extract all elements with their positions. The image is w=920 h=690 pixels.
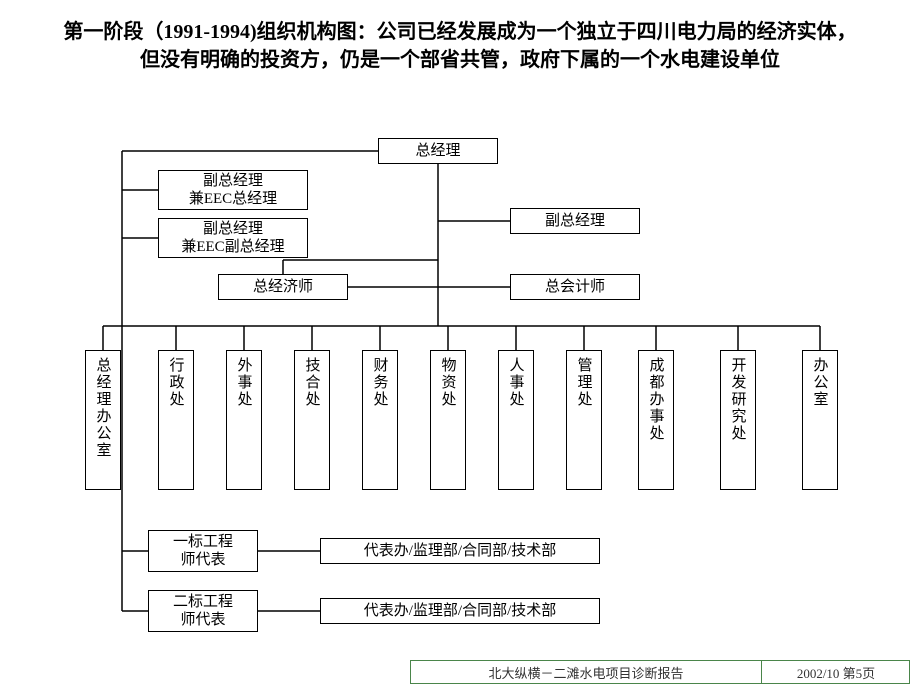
dept-box: 财务处: [362, 350, 398, 490]
dept-box: 外事处: [226, 350, 262, 490]
dept-box: 管理处: [566, 350, 602, 490]
dept-label: 技合处: [302, 357, 323, 408]
dept-box: 成都办事处: [638, 350, 674, 490]
node-acct: 总会计师: [510, 274, 640, 300]
footer-source: 北大纵横－二滩水电项目诊断报告: [411, 663, 761, 682]
dept-label: 成都办事处: [646, 357, 667, 442]
node-vgm: 副总经理: [510, 208, 640, 234]
dept-label: 总经理办公室: [93, 357, 114, 459]
node-eng2: 二标工程 师代表: [148, 590, 258, 632]
dept-box: 行政处: [158, 350, 194, 490]
dept-label: 管理处: [574, 357, 595, 408]
org-chart-lines: [0, 0, 920, 690]
dept-box: 办公室: [802, 350, 838, 490]
dept-box: 总经理办公室: [85, 350, 121, 490]
dept-box: 物资处: [430, 350, 466, 490]
dept-label: 外事处: [234, 357, 255, 408]
dept-box: 开发研究处: [720, 350, 756, 490]
dept-label: 行政处: [166, 357, 187, 408]
footer-page: 2002/10 第5页: [761, 663, 911, 682]
node-rep1: 代表办/监理部/合同部/技术部: [320, 538, 600, 564]
dept-label: 物资处: [438, 357, 459, 408]
node-rep2: 代表办/监理部/合同部/技术部: [320, 598, 600, 624]
dept-box: 技合处: [294, 350, 330, 490]
footer: 北大纵横－二滩水电项目诊断报告 2002/10 第5页: [410, 660, 910, 684]
node-vgm_eec2: 副总经理 兼EEC副总经理: [158, 218, 308, 258]
dept-label: 财务处: [370, 357, 391, 408]
node-vgm_eec1: 副总经理 兼EEC总经理: [158, 170, 308, 210]
node-econ: 总经济师: [218, 274, 348, 300]
node-eng1: 一标工程 师代表: [148, 530, 258, 572]
dept-label: 开发研究处: [728, 357, 749, 442]
dept-box: 人事处: [498, 350, 534, 490]
node-gm: 总经理: [378, 138, 498, 164]
dept-label: 人事处: [506, 357, 527, 408]
dept-label: 办公室: [810, 357, 831, 408]
